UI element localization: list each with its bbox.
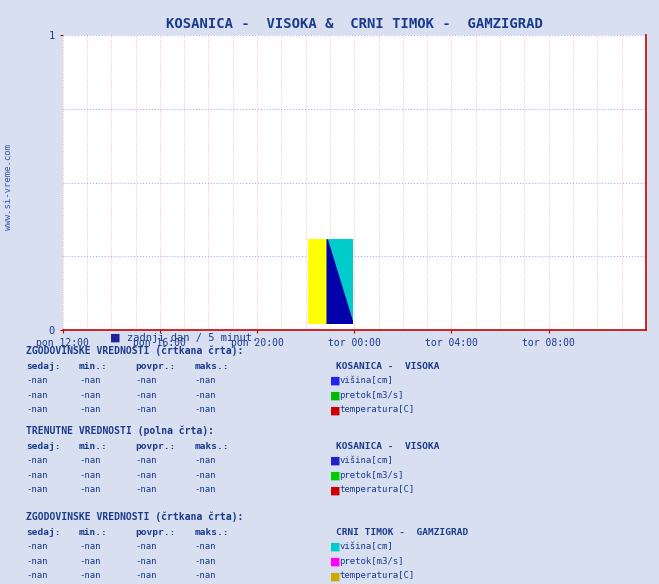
Text: ■: ■ xyxy=(330,376,340,386)
Text: povpr.:: povpr.: xyxy=(135,442,175,451)
Text: ■: ■ xyxy=(330,405,340,415)
Text: -nan: -nan xyxy=(135,571,157,580)
Text: TRENUTNE VREDNOSTI (polna črta):: TRENUTNE VREDNOSTI (polna črta): xyxy=(26,426,214,436)
Text: -nan: -nan xyxy=(26,557,48,565)
Text: -nan: -nan xyxy=(194,557,216,565)
Text: -nan: -nan xyxy=(79,542,101,551)
Bar xyxy=(328,239,353,324)
Text: ■: ■ xyxy=(330,485,340,495)
Text: -nan: -nan xyxy=(135,542,157,551)
Text: -nan: -nan xyxy=(194,471,216,479)
Text: pretok[m3/s]: pretok[m3/s] xyxy=(339,471,404,479)
Text: min.:: min.: xyxy=(79,528,108,537)
Text: -nan: -nan xyxy=(194,571,216,580)
Text: pretok[m3/s]: pretok[m3/s] xyxy=(339,391,404,399)
Text: CRNI TIMOK -  GAMZIGRAD: CRNI TIMOK - GAMZIGRAD xyxy=(336,528,469,537)
Text: -nan: -nan xyxy=(135,456,157,465)
Text: povpr.:: povpr.: xyxy=(135,362,175,371)
Bar xyxy=(308,239,333,324)
Text: -nan: -nan xyxy=(26,542,48,551)
Text: ZGODOVINSKE VREDNOSTI (črtkana črta):: ZGODOVINSKE VREDNOSTI (črtkana črta): xyxy=(26,346,244,356)
Text: zadnji dan / 5 minut.: zadnji dan / 5 minut. xyxy=(127,333,258,343)
Text: -nan: -nan xyxy=(194,485,216,494)
Text: temperatura[C]: temperatura[C] xyxy=(339,571,415,580)
Text: maks.:: maks.: xyxy=(194,528,229,537)
Text: -nan: -nan xyxy=(79,571,101,580)
Text: -nan: -nan xyxy=(79,471,101,479)
Text: -nan: -nan xyxy=(194,376,216,385)
Text: min.:: min.: xyxy=(79,442,108,451)
Text: -nan: -nan xyxy=(194,405,216,414)
Text: ■: ■ xyxy=(330,557,340,566)
Text: -nan: -nan xyxy=(26,405,48,414)
Text: maks.:: maks.: xyxy=(194,442,229,451)
Text: -nan: -nan xyxy=(79,391,101,399)
Text: -nan: -nan xyxy=(194,456,216,465)
Text: -nan: -nan xyxy=(79,405,101,414)
Text: -nan: -nan xyxy=(135,405,157,414)
Text: temperatura[C]: temperatura[C] xyxy=(339,485,415,494)
Text: ZGODOVINSKE VREDNOSTI (črtkana črta):: ZGODOVINSKE VREDNOSTI (črtkana črta): xyxy=(26,512,244,522)
Text: min.:: min.: xyxy=(79,362,108,371)
Text: -nan: -nan xyxy=(26,471,48,479)
Text: -nan: -nan xyxy=(26,456,48,465)
Text: sedaj:: sedaj: xyxy=(26,362,61,371)
Text: višina[cm]: višina[cm] xyxy=(339,542,393,551)
Text: sedaj:: sedaj: xyxy=(26,442,61,451)
Title: KOSANICA -  VISOKA &  CRNI TIMOK -  GAMZIGRAD: KOSANICA - VISOKA & CRNI TIMOK - GAMZIGR… xyxy=(166,17,542,31)
Text: povpr.:: povpr.: xyxy=(135,528,175,537)
Text: ■: ■ xyxy=(330,571,340,581)
Text: višina[cm]: višina[cm] xyxy=(339,376,393,385)
Text: -nan: -nan xyxy=(135,485,157,494)
Text: KOSANICA -  VISOKA: KOSANICA - VISOKA xyxy=(336,442,440,451)
Text: -nan: -nan xyxy=(26,376,48,385)
Text: -nan: -nan xyxy=(26,391,48,399)
Text: -nan: -nan xyxy=(79,557,101,565)
Text: -nan: -nan xyxy=(79,485,101,494)
Text: KOSANICA -  VISOKA: KOSANICA - VISOKA xyxy=(336,362,440,371)
Text: sedaj:: sedaj: xyxy=(26,528,61,537)
Text: ■: ■ xyxy=(110,333,121,343)
Text: pretok[m3/s]: pretok[m3/s] xyxy=(339,557,404,565)
Text: ■: ■ xyxy=(330,391,340,401)
Text: www.si-vreme.com: www.si-vreme.com xyxy=(4,144,13,230)
Text: -nan: -nan xyxy=(135,391,157,399)
Text: -nan: -nan xyxy=(135,557,157,565)
Text: ■: ■ xyxy=(330,471,340,481)
Text: -nan: -nan xyxy=(194,391,216,399)
Text: višina[cm]: višina[cm] xyxy=(339,456,393,465)
Text: -nan: -nan xyxy=(26,571,48,580)
Text: ■: ■ xyxy=(330,456,340,466)
Text: temperatura[C]: temperatura[C] xyxy=(339,405,415,414)
Text: -nan: -nan xyxy=(135,376,157,385)
Text: -nan: -nan xyxy=(79,376,101,385)
Text: -nan: -nan xyxy=(135,471,157,479)
Text: maks.:: maks.: xyxy=(194,362,229,371)
Text: -nan: -nan xyxy=(26,485,48,494)
Text: ■: ■ xyxy=(330,542,340,552)
Text: -nan: -nan xyxy=(194,542,216,551)
Text: -nan: -nan xyxy=(79,456,101,465)
Polygon shape xyxy=(328,239,353,324)
